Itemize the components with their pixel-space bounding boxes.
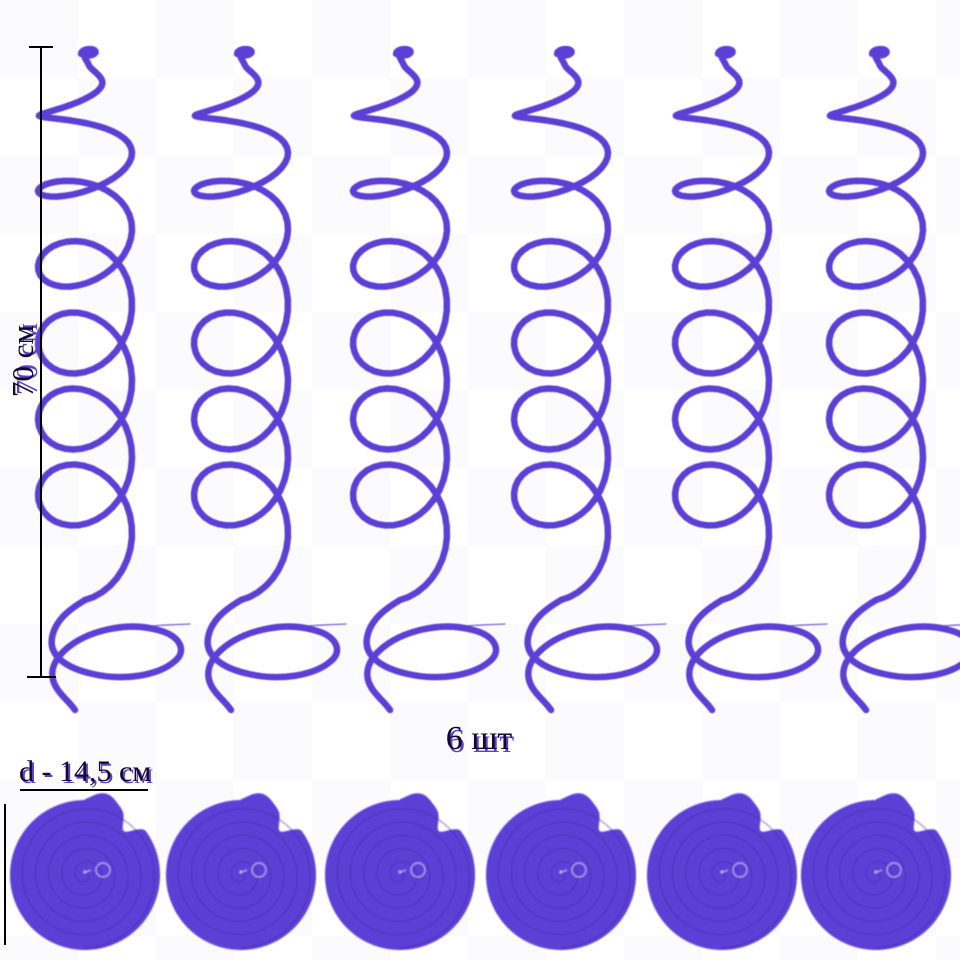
svg-text:70 см: 70 см xyxy=(5,325,40,397)
svg-text:6 шт: 6 шт xyxy=(446,720,513,757)
svg-text:d - 14,5 см: d - 14,5 см xyxy=(19,755,151,788)
